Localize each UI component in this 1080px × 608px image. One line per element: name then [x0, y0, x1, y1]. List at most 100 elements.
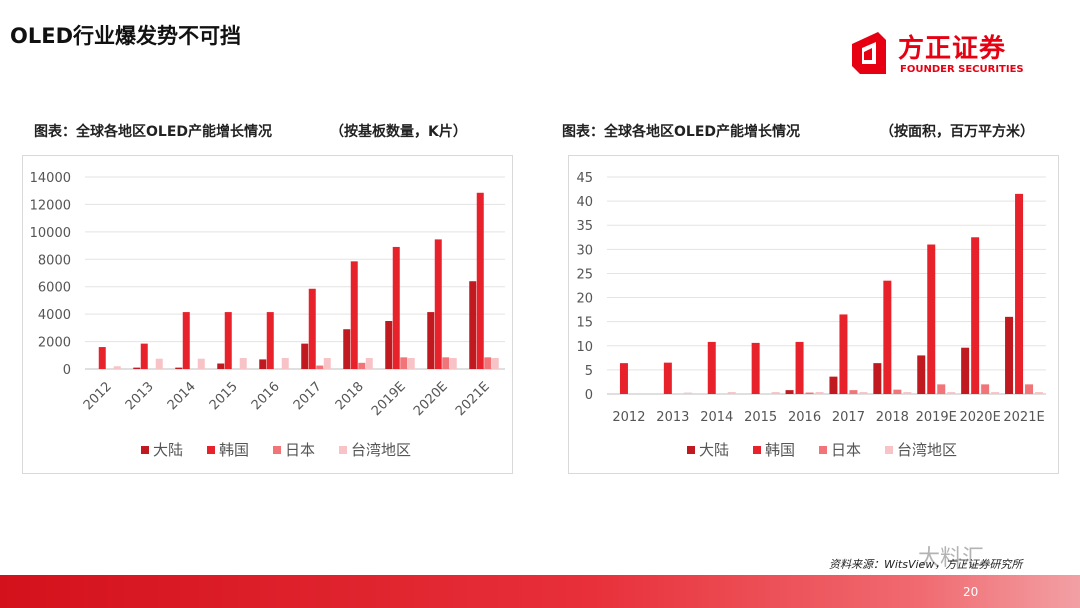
- chart1-bar: [491, 358, 499, 369]
- chart2-bar: [1025, 384, 1034, 394]
- chart2-bar: [1005, 316, 1014, 394]
- footer-band: [0, 575, 1080, 608]
- chart1-bar: [358, 362, 366, 369]
- chart2-bar: [873, 363, 882, 394]
- chart1-ytick-label: 10000: [30, 226, 71, 241]
- chart2-ytick-label: 40: [576, 195, 593, 210]
- chart1-bar: [133, 367, 141, 369]
- chart2-legend-label: 韩国: [765, 441, 795, 459]
- chart1-ytick-label: 8000: [38, 253, 71, 268]
- chart2-bar: [839, 314, 848, 394]
- chart1-xtick-label: 2017: [291, 379, 325, 413]
- chart2-legend-swatch: [819, 446, 827, 454]
- chart1-unit: （按基板数量，K片）: [330, 124, 467, 140]
- chart2-bar: [751, 342, 760, 394]
- chart1-xtick-label: 2016: [249, 379, 283, 413]
- chart2-bar: [961, 347, 970, 394]
- chart2-bar: [619, 363, 628, 394]
- chart2-bar: [663, 362, 672, 394]
- chart2-legend-swatch: [753, 446, 761, 454]
- chart2-legend-swatch: [687, 446, 695, 454]
- chart1-legend-swatch: [273, 446, 281, 454]
- chart1-ytick-label: 2000: [38, 336, 71, 351]
- chart1-xtick-label: 2012: [81, 379, 115, 413]
- logo-name-en: FOUNDER SECURITIES: [900, 64, 1024, 75]
- page-number: 20: [963, 585, 979, 599]
- founder-logo-icon: [852, 32, 886, 74]
- chart2-legend-label: 台湾地区: [897, 441, 957, 459]
- chart1-bar: [392, 246, 400, 369]
- chart2-bar: [917, 355, 926, 394]
- chart1-legend-label: 大陆: [153, 441, 183, 459]
- chart1-xtick-label: 2020E: [411, 379, 451, 419]
- chart2-bar: [971, 237, 980, 394]
- chart2-bar: [771, 392, 780, 394]
- chart2-xtick-label: 2014: [700, 410, 733, 425]
- chart1-bar: [217, 363, 225, 369]
- chart1-bar: [113, 366, 121, 369]
- chart1-ytick-label: 14000: [30, 171, 71, 186]
- chart1-bar: [350, 261, 358, 369]
- chart2-svg: 0 5 10 15 20 25 30 35 40 45 2012 2013 2014 2015 2016 20…: [576, 171, 1046, 459]
- chart2-bar: [991, 392, 1000, 394]
- chart2-xtick-label: 2016: [788, 410, 821, 425]
- chart2-ytick-label: 15: [576, 316, 593, 331]
- chart1-bar: [239, 358, 247, 369]
- chart1-bar: [175, 367, 183, 369]
- chart1-legend-label: 韩国: [219, 441, 249, 459]
- chart1-bar: [442, 357, 450, 369]
- chart1-bar: [343, 329, 351, 369]
- chart2-heading: 图表：全球各地区OLED产能增长情况 （按面积，百万平方米）: [562, 121, 1034, 141]
- chart2-xtick-label: 2015: [744, 410, 777, 425]
- chart2-legend-swatch: [885, 446, 893, 454]
- chart2-xtick-label: 2020E: [959, 410, 1000, 425]
- logo-name-cn: 方正证券: [898, 34, 1007, 64]
- chart1-bar: [449, 358, 457, 369]
- chart1-bar: [308, 288, 316, 369]
- chart2-ytick-label: 20: [576, 292, 593, 307]
- chart2-bar: [815, 392, 824, 394]
- chart1-bar: [140, 343, 148, 369]
- chart1-bar: [385, 321, 393, 369]
- founder-securities-logo: 方正证券 FOUNDER SECURITIES: [848, 30, 1028, 80]
- chart2-legend-label: 日本: [831, 441, 861, 459]
- chart1-bar: [484, 357, 492, 369]
- chart2-ytick-label: 30: [576, 243, 593, 258]
- chart2-xtick-label: 2019E: [916, 410, 957, 425]
- chart1-legend-swatch: [207, 446, 215, 454]
- chart2-unit: （按面积，百万平方米）: [880, 124, 1034, 140]
- chart1-xtick-label: 2014: [165, 379, 199, 413]
- chart2-bar: [849, 390, 858, 394]
- source-note: 资料来源：WitsView，方正证券研究所: [829, 558, 1023, 571]
- chart2-ytick-label: 0: [585, 388, 593, 403]
- chart2-ytick-label: 25: [576, 267, 593, 282]
- chart2-bar: [927, 244, 936, 394]
- chart1-legend-swatch: [339, 446, 347, 454]
- chart1-legend-label: 日本: [285, 441, 315, 459]
- chart1-bar: [281, 358, 289, 369]
- chart1-bar: [224, 312, 232, 369]
- chart2-bar: [937, 384, 946, 394]
- chart2-xtick-label: 2021E: [1003, 410, 1044, 425]
- chart1-bar: [197, 358, 205, 369]
- chart2-ytick-label: 45: [576, 171, 593, 186]
- chart2-xtick-label: 2013: [656, 410, 689, 425]
- chart2-bar: [707, 341, 716, 394]
- chart1-ytick-label: 12000: [30, 198, 71, 213]
- chart1-xtick-label: 2021E: [453, 379, 493, 419]
- chart2-ytick-label: 35: [576, 219, 593, 234]
- chart2-legend-label: 大陆: [699, 441, 729, 459]
- chart2-bar: [805, 392, 814, 394]
- chart1-bar: [301, 343, 309, 369]
- chart1-bar: [427, 312, 435, 369]
- chart2-bar: [829, 376, 838, 394]
- chart1-ytick-label: 6000: [38, 281, 71, 296]
- chart2-bar: [981, 384, 990, 394]
- chart2-bar: [785, 390, 794, 394]
- chart1-panel: 0 2000 4000 6000 8000 10000 12000 14000 2012 2013…: [22, 155, 513, 474]
- chart2-ytick-label: 10: [576, 340, 593, 355]
- chart2-panel: 0 5 10 15 20 25 30 35 40 45 2012 2013 2014 2015 2016 20…: [568, 155, 1059, 474]
- chart1-bar: [266, 312, 274, 369]
- chart1-xtick-label: 2018: [333, 379, 367, 413]
- chart1-bar: [400, 357, 408, 369]
